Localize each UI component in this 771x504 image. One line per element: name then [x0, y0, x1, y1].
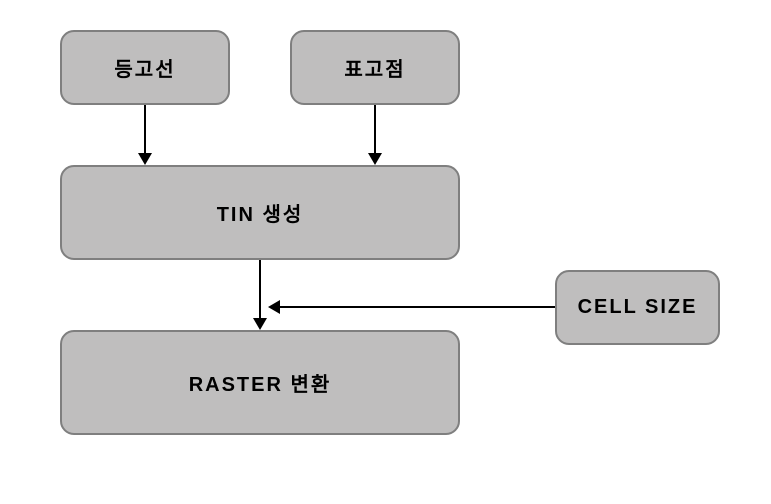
edge-spotheight-tin [374, 105, 376, 155]
node-raster: RASTER 변환 [60, 330, 460, 435]
node-label-spotheight: 표고점 [344, 53, 405, 82]
arrowhead-spotheight-tin [368, 153, 382, 165]
node-label-tin: TIN 생성 [217, 198, 304, 227]
edge-cellsize-raster-path [278, 306, 555, 308]
node-contour: 등고선 [60, 30, 230, 105]
arrowhead-cellsize-raster-path [268, 300, 280, 314]
edge-tin-raster [259, 260, 261, 320]
node-tin: TIN 생성 [60, 165, 460, 260]
node-cellsize: CELL SIZE [555, 270, 720, 345]
node-label-contour: 등고선 [114, 53, 175, 82]
node-label-raster: RASTER 변환 [189, 368, 332, 397]
node-spotheight: 표고점 [290, 30, 460, 105]
arrowhead-contour-tin [138, 153, 152, 165]
arrowhead-tin-raster [253, 318, 267, 330]
edge-contour-tin [144, 105, 146, 155]
node-label-cellsize: CELL SIZE [578, 296, 698, 319]
